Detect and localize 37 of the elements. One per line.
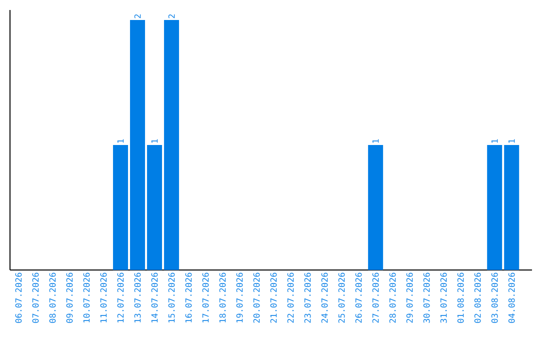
x-tick-label: 06.07.2026	[15, 272, 22, 323]
x-tick-label: 17.07.2026	[202, 272, 209, 322]
x-tick-label: 13.07.2026	[134, 272, 141, 322]
x-tick-label: 02.08.2026	[474, 272, 481, 323]
x-tick-label: 19.07.2026	[236, 272, 243, 322]
x-tick-label: 24.07.2026	[321, 272, 328, 323]
x-tick-label: 10.07.2026	[83, 272, 90, 322]
x-tick-label: 22.07.2026	[287, 272, 294, 323]
x-tick-label: 03.08.2026	[491, 272, 498, 323]
data-label: 2	[134, 14, 141, 18]
x-tick-label: 12.07.2026	[117, 272, 124, 322]
x-tick-label: 23.07.2026	[304, 272, 311, 323]
data-label: 1	[372, 139, 379, 143]
x-tick-label: 25.07.2026	[338, 272, 345, 323]
data-label: 1	[508, 139, 515, 143]
x-tick-label: 01.08.2026	[457, 272, 464, 323]
x-tick-label: 11.07.2026	[100, 272, 107, 322]
x-tick-label: 15.07.2026	[168, 272, 175, 322]
data-label: 2	[168, 14, 175, 18]
x-tick-label: 04.08.2026	[508, 272, 515, 323]
x-tick-label: 14.07.2026	[151, 272, 158, 322]
x-tick-label: 08.07.2026	[49, 272, 56, 323]
data-label: 1	[491, 139, 498, 143]
x-tick-label: 21.07.2026	[270, 272, 277, 323]
x-tick-label: 20.07.2026	[253, 272, 260, 323]
x-tick-label: 31.07.2026	[440, 272, 447, 323]
x-tick-label: 16.07.2026	[185, 272, 192, 322]
x-tick-label: 07.07.2026	[32, 272, 39, 323]
x-tick-label: 30.07.2026	[423, 272, 430, 323]
x-tick-label: 18.07.2026	[219, 272, 226, 322]
x-tick-label: 27.07.2026	[372, 272, 379, 323]
x-tick-label: 28.07.2026	[389, 272, 396, 323]
x-tick-label: 09.07.2026	[66, 272, 73, 323]
data-label: 1	[117, 139, 124, 143]
x-tick-label: 26.07.2026	[355, 272, 362, 323]
x-tick-label: 29.07.2026	[406, 272, 413, 323]
data-label: 1	[151, 139, 158, 143]
